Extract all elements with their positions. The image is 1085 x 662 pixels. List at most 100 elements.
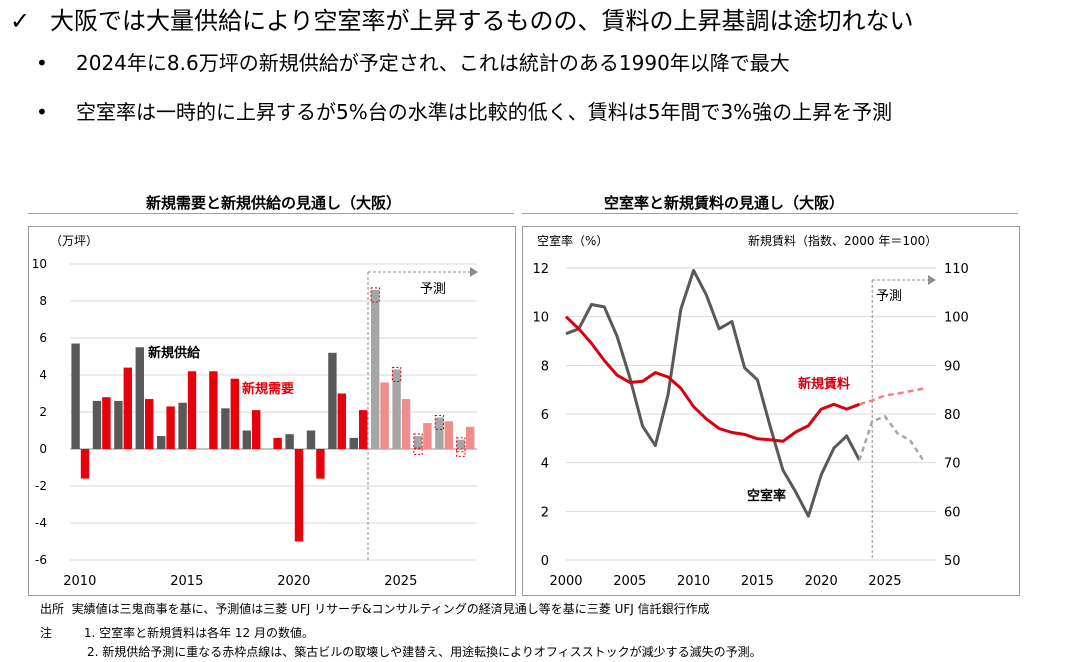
- y-left-tick-label: 0: [541, 554, 549, 569]
- forecast-label: 予測: [420, 282, 446, 297]
- y-right-tick-label: 100: [944, 311, 969, 326]
- demand-bar: [252, 410, 261, 449]
- demand-bar: [102, 397, 111, 449]
- supply-bar: [371, 289, 380, 449]
- x-tick-label: 2015: [741, 574, 774, 589]
- x-tick-label: 2005: [613, 574, 646, 589]
- bullet-text-1: 2024年に8.6万坪の新規供給が予定され、これは統計のある1990年以降で最大: [76, 51, 790, 75]
- y-tick-label: 6: [39, 331, 47, 345]
- demand-bar: [337, 393, 346, 449]
- supply-bar: [413, 436, 423, 449]
- supply-bar: [157, 436, 166, 449]
- demand-bar: [80, 449, 90, 479]
- y-tick-label: 8: [39, 294, 47, 308]
- y-right-tick-label: 70: [944, 457, 961, 472]
- supply-bar: [435, 417, 444, 449]
- demand-bar: [401, 399, 411, 449]
- bullet-item-1: • 2024年に8.6万坪の新規供給が予定され、これは統計のある1990年以降で最…: [36, 50, 790, 76]
- y-left-tick-label: 12: [532, 262, 549, 277]
- rent-series-label: 新規賃料: [798, 376, 850, 392]
- supply-bar: [285, 434, 294, 449]
- y-tick-label: 2: [39, 405, 47, 419]
- demand-bar: [466, 426, 475, 449]
- note-label: 注: [40, 626, 53, 640]
- demand-bar: [273, 437, 282, 449]
- chart1-title-rule: [28, 213, 514, 214]
- y-left-tick-label: 6: [541, 408, 549, 423]
- source-line: 出所 実績値は三鬼商事を基に、予測値は三菱 UFJ リサーチ&コンサルティングの…: [40, 601, 710, 617]
- supply-bar: [242, 430, 251, 449]
- supply-bar: [392, 369, 401, 449]
- source-text: 実績値は三鬼商事を基に、予測値は三菱 UFJ リサーチ&コンサルティングの経済見…: [71, 602, 710, 616]
- demand-bar: [123, 367, 132, 449]
- supply-bar: [135, 347, 144, 449]
- y-right-tick-label: 80: [944, 408, 961, 423]
- headline: ✓ 大阪では大量供給により空室率が上昇するものの、賃料の上昇基調は途切れない: [10, 6, 914, 36]
- new-rent-line: [564, 315, 860, 443]
- demand-bar: [359, 410, 368, 449]
- headline-text: 大阪では大量供給により空室率が上昇するものの、賃料の上昇基調は途切れない: [50, 7, 914, 35]
- demand-bar: [187, 371, 197, 449]
- supply-bar: [114, 400, 123, 449]
- x-tick-label: 2010: [677, 574, 710, 589]
- y-tick-label: 10: [32, 257, 47, 271]
- y-tick-label: 4: [39, 368, 47, 382]
- bullet-dot-icon: •: [36, 51, 48, 75]
- vacancy-series-label: 空室率: [747, 488, 786, 504]
- y-left-tick-label: 2: [541, 505, 549, 520]
- y-tick-label: 0: [39, 442, 47, 456]
- supply-bar: [92, 400, 102, 449]
- chart1-ylabel: （万坪）: [50, 234, 99, 248]
- y-left-tick-label: 4: [541, 457, 549, 472]
- supply-bar: [178, 402, 187, 449]
- forecast-arrow-head: [470, 267, 478, 277]
- chart2-title: 空室率と新規賃料の見通し（大阪）: [604, 194, 845, 212]
- y-right-tick-label: 60: [944, 505, 961, 520]
- demand-bar: [294, 449, 304, 542]
- supply-series-label: 新規供給: [148, 345, 201, 361]
- y-tick-label: -6: [35, 553, 47, 567]
- x-tick-label: 2025: [868, 574, 901, 589]
- chart2-frame: [522, 226, 1020, 596]
- note-1: 1. 空室率と新規賃料は各年 12 月の数値。: [83, 626, 315, 640]
- chart2-title-rule: [522, 213, 1018, 214]
- supply-bar: [328, 352, 337, 449]
- x-tick-label: 2010: [63, 574, 96, 589]
- chart2-ylabel-right: 新規賃料（指数、2000 年＝100）: [748, 234, 938, 248]
- x-tick-label: 2015: [170, 574, 203, 589]
- y-right-tick-label: 50: [944, 554, 961, 569]
- x-tick-label: 2020: [277, 574, 310, 589]
- supply-bar: [71, 343, 80, 449]
- chart1-frame: [28, 226, 516, 596]
- source-label: 出所: [40, 602, 65, 616]
- loss-offset-frame: [434, 415, 445, 431]
- x-tick-label: 2025: [384, 574, 417, 589]
- vacancy-rate-line: [858, 415, 925, 461]
- supply-bar: [349, 437, 358, 449]
- bullet-dot-icon: •: [36, 100, 48, 124]
- y-right-tick-label: 90: [944, 359, 961, 374]
- loss-offset-frame-negative: [413, 448, 423, 456]
- x-tick-label: 2020: [805, 574, 838, 589]
- forecast-label: 予測: [876, 289, 902, 304]
- y-right-tick-label: 110: [944, 262, 969, 277]
- x-tick-label: 2000: [549, 574, 582, 589]
- demand-bar: [145, 399, 154, 449]
- demand-bar: [316, 449, 325, 479]
- y-left-tick-label: 10: [532, 311, 549, 326]
- loss-offset-frame: [413, 433, 423, 449]
- loss-offset-frame: [391, 366, 402, 382]
- loss-offset-frame: [370, 287, 380, 303]
- bullet-item-2: • 空室率は一時的に上昇するが5%台の水準は比較的低く、賃料は5年間で3%強の上昇…: [36, 99, 892, 125]
- demand-bar: [230, 378, 239, 449]
- check-mark-icon: ✓: [10, 7, 31, 35]
- bullet-text-2: 空室率は一時的に上昇するが5%台の水準は比較的低く、賃料は5年間で3%強の上昇を…: [76, 100, 893, 124]
- demand-bar: [166, 406, 175, 449]
- demand-series-label: 新規需要: [242, 381, 294, 397]
- demand-bar: [380, 382, 389, 449]
- chart2-ylabel-left: 空室率（%）: [537, 234, 609, 248]
- forecast-arrow-head: [928, 275, 936, 285]
- supply-bar: [221, 408, 230, 449]
